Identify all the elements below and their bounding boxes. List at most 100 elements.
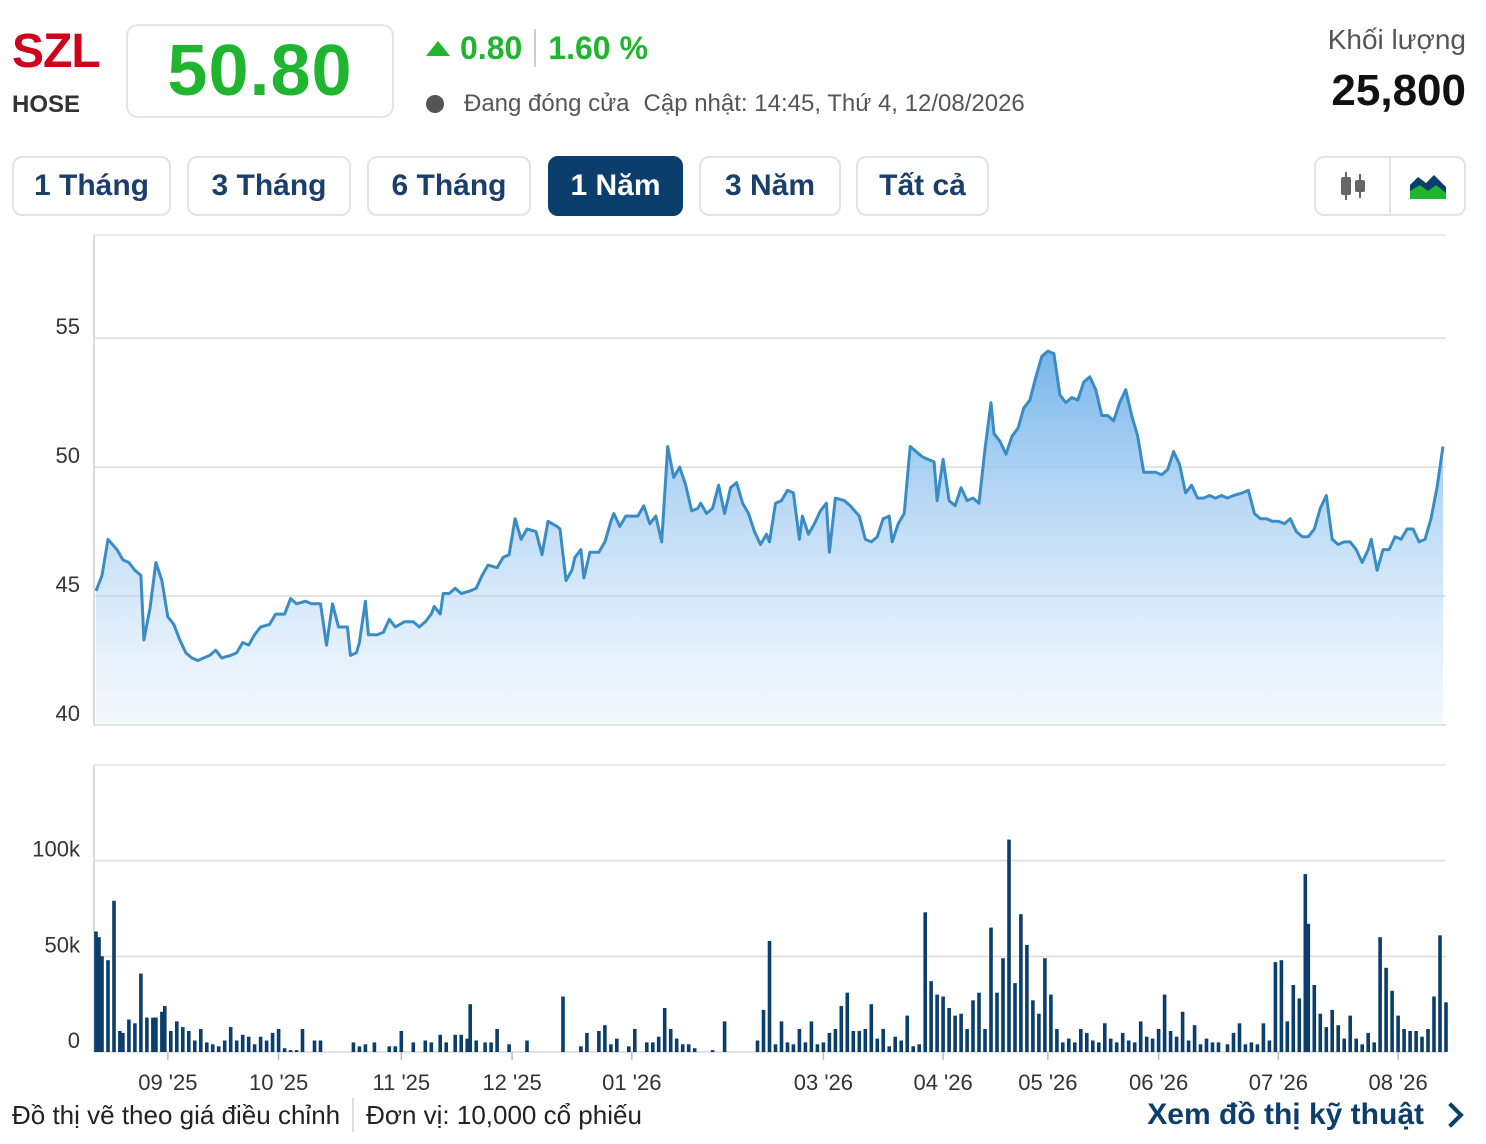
volume-bar — [294, 1050, 299, 1052]
volume-bar — [1303, 874, 1308, 1052]
volume-bar — [210, 1044, 215, 1052]
tab-all[interactable]: Tất cả — [856, 156, 989, 216]
volume-bar — [662, 1008, 667, 1052]
volume-bar — [1210, 1042, 1215, 1052]
volume-bar — [881, 1029, 885, 1052]
volume-bar — [929, 981, 933, 1052]
volume-bar — [187, 1031, 191, 1052]
volume-tick-label: 50k — [45, 932, 81, 957]
exchange-label: HOSE — [12, 91, 81, 118]
volume-bar — [1312, 985, 1317, 1052]
chevron-right-icon — [1438, 1102, 1464, 1128]
x-tick-label: 08 '26 — [1368, 1070, 1427, 1095]
x-tick-label: 06 '26 — [1129, 1070, 1188, 1095]
volume-bar — [1007, 839, 1011, 1052]
tab-6-months[interactable]: 6 Tháng — [367, 156, 531, 216]
volume-bar — [252, 1044, 257, 1052]
volume-bar — [971, 1000, 975, 1052]
technical-chart-link[interactable]: Xem đồ thị kỹ thuật — [1147, 1096, 1466, 1134]
volume-bar — [1342, 1038, 1346, 1052]
volume-bar — [1318, 1013, 1323, 1052]
volume-bar — [372, 1042, 377, 1052]
volume-bar — [1402, 1029, 1406, 1052]
update-time: Cập nhật: 14:45, Thứ 4, 12/08/2026 — [643, 90, 1025, 117]
price-change-percent: 1.60 % — [548, 29, 648, 66]
x-tick-label: 03 '26 — [794, 1070, 853, 1095]
volume-bar — [199, 1029, 203, 1052]
volume-bars — [94, 839, 1448, 1052]
volume-bar — [1426, 1029, 1430, 1052]
volume-bar — [722, 1021, 727, 1052]
volume-bar — [465, 1038, 469, 1052]
tab-3-months[interactable]: 3 Tháng — [187, 156, 351, 216]
volume-bar — [1108, 1038, 1113, 1052]
volume-bar — [276, 1029, 281, 1052]
volume-bar — [222, 1040, 227, 1052]
volume-bar — [1378, 937, 1382, 1052]
tab-1-year[interactable]: 1 Năm — [548, 156, 683, 216]
volume-bar — [779, 1021, 784, 1052]
volume-bar — [1073, 1042, 1077, 1052]
volume-bar — [163, 1006, 167, 1052]
chart-type-toggle — [1314, 156, 1466, 216]
volume-bar — [1306, 923, 1311, 1052]
volume-bar — [1049, 994, 1053, 1052]
volume-bar — [363, 1044, 368, 1052]
volume-bar — [1055, 1029, 1059, 1052]
volume-bar — [1067, 1038, 1071, 1052]
volume-bar — [656, 1036, 661, 1052]
volume-bar — [423, 1040, 428, 1052]
volume-bar — [100, 956, 104, 1052]
volume-bar — [474, 1040, 478, 1052]
volume-bar — [181, 1027, 185, 1052]
volume-bar — [160, 1011, 164, 1052]
price-tick-label: 55 — [56, 314, 80, 339]
volume-bar — [1156, 1029, 1161, 1052]
price-tick-label: 50 — [56, 443, 80, 468]
volume-bar — [686, 1044, 691, 1052]
volume-bar — [1444, 1002, 1448, 1052]
tab-3-years[interactable]: 3 Năm — [699, 156, 841, 216]
volume-bar — [1180, 1011, 1185, 1052]
price-tick-label: 40 — [56, 701, 80, 726]
volume-bar — [318, 1040, 323, 1052]
volume-bar — [1091, 1040, 1095, 1052]
volume-bar — [106, 960, 110, 1052]
volume-bar — [1132, 1042, 1137, 1052]
volume-bar — [429, 1042, 434, 1052]
area-chart-icon — [1409, 175, 1446, 199]
ticker-symbol: SZL — [12, 25, 101, 78]
volume-tick-label: 0 — [68, 1028, 80, 1053]
volume-bar — [228, 1027, 233, 1052]
price-line — [94, 349, 1445, 662]
volume-bar — [1243, 1044, 1248, 1052]
volume-bar — [357, 1046, 362, 1052]
time-axis-ticks: 09 '25 10 '25 11 '25 12 '25 01 '26 03 '26 04 '… — [138, 1052, 1428, 1095]
volume-bar — [258, 1036, 263, 1052]
volume-bar — [965, 1029, 969, 1052]
volume-bar — [205, 1042, 209, 1052]
volume-bar — [785, 1042, 790, 1052]
adjusted-price-note: Đồ thị vẽ theo giá điều chỉnh — [12, 1099, 341, 1130]
volume-bar — [1273, 962, 1278, 1052]
volume-bar — [674, 1038, 679, 1052]
volume-unit-note: Đơn vị: 10,000 cổ phiếu — [366, 1099, 642, 1130]
volume-bar — [399, 1031, 404, 1052]
volume-bar — [1396, 1015, 1400, 1052]
status-dot-icon — [426, 95, 444, 113]
volume-bar — [1174, 1036, 1179, 1052]
volume-bar — [453, 1034, 457, 1052]
volume-bar — [1013, 983, 1017, 1052]
price-change: 0.80 — [460, 29, 523, 66]
volume-bar — [1043, 958, 1047, 1052]
tab-1-month[interactable]: 1 Tháng — [12, 156, 171, 216]
volume-bar — [692, 1048, 697, 1052]
candlestick-button[interactable] — [1316, 158, 1389, 214]
volume-bar — [1360, 1044, 1364, 1052]
volume-bar — [1150, 1038, 1155, 1052]
volume-bar — [947, 1008, 951, 1052]
volume-bar — [1061, 1042, 1065, 1052]
area-chart-button[interactable] — [1389, 158, 1464, 214]
up-arrow-icon — [426, 40, 450, 56]
volume-bar — [875, 1038, 880, 1052]
